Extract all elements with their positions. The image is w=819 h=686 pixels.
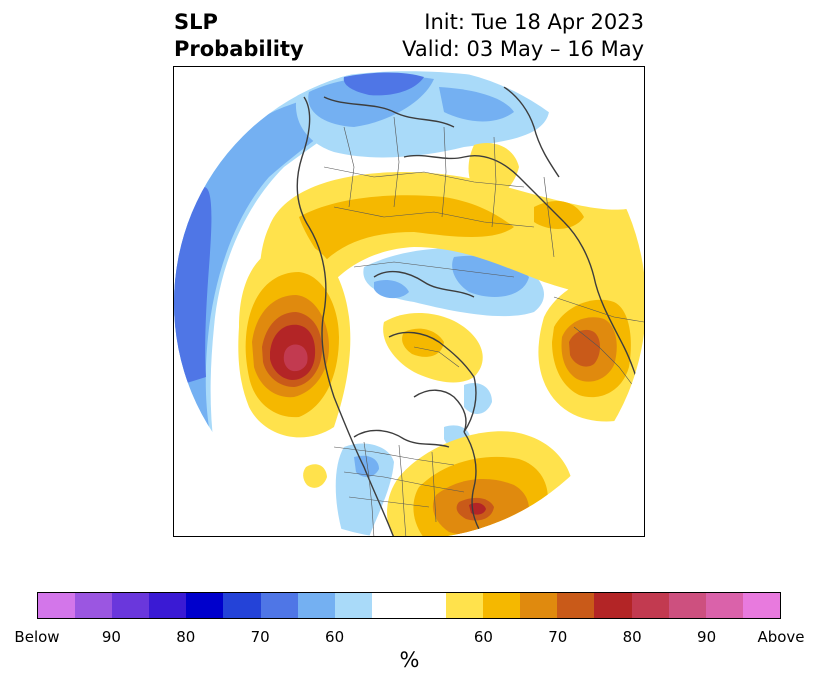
- colorbar-segment: [149, 593, 187, 618]
- colorbar-segment: [594, 593, 632, 618]
- colorbar-segment: [260, 593, 298, 618]
- init-date: Init: Tue 18 Apr 2023: [424, 10, 644, 34]
- colorbar-tick-label: 80: [622, 628, 642, 646]
- colorbar-tick-label: 70: [250, 628, 270, 646]
- colorbar-segment: [631, 593, 669, 618]
- colorbar-tick-label: Below: [14, 628, 60, 646]
- colorbar: [37, 592, 781, 619]
- colorbar-segment: [334, 593, 372, 618]
- probability-map: [174, 67, 644, 536]
- colorbar-segment: [446, 593, 484, 618]
- map-panel: [173, 66, 645, 537]
- colorbar-tick-label: Above: [757, 628, 805, 646]
- colorbar-segment: [297, 593, 335, 618]
- colorbar-segment: [112, 593, 150, 618]
- political-borders: [323, 116, 644, 536]
- colorbar-segment: [371, 593, 409, 618]
- colorbar-segment: [186, 593, 224, 618]
- colorbar-segment: [483, 593, 521, 618]
- above-normal-southwest-us: [303, 464, 327, 488]
- colorbar-unit: %: [399, 648, 420, 672]
- below-normal-northern-europe: [295, 71, 549, 158]
- colorbar-segment: [223, 593, 261, 618]
- title-right: Init: Tue 18 Apr 2023 Valid: 03 May – 16…: [402, 9, 644, 63]
- colorbar-segment: [75, 593, 113, 618]
- colorbar-segment: [520, 593, 558, 618]
- colorbar-tick-label: 60: [473, 628, 493, 646]
- colorbar-segment: [38, 593, 76, 618]
- colorbar-segment: [668, 593, 706, 618]
- colorbar-tick-label: 90: [101, 628, 121, 646]
- polar-disk: [174, 67, 644, 536]
- above-normal-eurasia-belt: [259, 143, 644, 377]
- colorbar-segment: [408, 593, 447, 618]
- valid-range: Valid: 03 May – 16 May: [402, 37, 644, 61]
- colorbar-tick-label: 80: [176, 628, 196, 646]
- title-left: SLP Probability: [174, 9, 304, 63]
- above-normal-canadian-arctic: [383, 312, 483, 383]
- above-normal-north-atlantic: [538, 276, 644, 422]
- title-variable: SLP: [174, 10, 218, 34]
- colorbar-segment: [705, 593, 743, 618]
- title-kind: Probability: [174, 37, 304, 61]
- colorbar-segment: [557, 593, 595, 618]
- colorbar-tick-label: 60: [325, 628, 345, 646]
- colorbar-segment: [742, 593, 780, 618]
- colorbar-tick-label: 90: [697, 628, 717, 646]
- colorbar-tick-label: 70: [548, 628, 568, 646]
- above-normal-north-pacific: [238, 242, 351, 438]
- colorbar-ticks: Below 90 80 70 60 60 70 80 90 Above: [0, 628, 819, 648]
